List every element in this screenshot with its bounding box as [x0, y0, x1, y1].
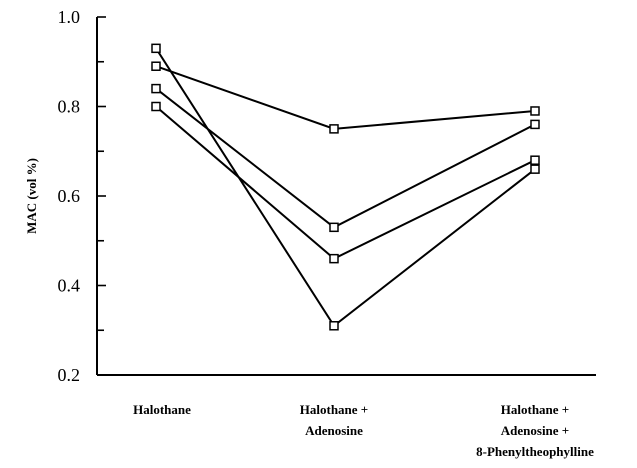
series-line: [155, 65, 536, 130]
series-3: [151, 83, 540, 233]
x-category-label: Adenosine +: [501, 423, 569, 438]
x-category-label: Halothane +: [501, 402, 569, 417]
x-category-labels: Halothane Halothane + Adenosine Halothane +…: [133, 402, 594, 459]
data-point-marker: [329, 124, 339, 134]
data-point-marker: [329, 253, 339, 264]
y-tick-label: 0.6: [58, 186, 81, 206]
data-point-marker: [151, 101, 161, 112]
y-tick-label: 0.8: [58, 97, 81, 117]
y-ticks: [97, 16, 106, 376]
y-tick-label: 0.4: [58, 276, 81, 296]
x-category-label: Halothane: [133, 402, 191, 417]
data-point-marker: [530, 119, 540, 130]
series-line: [155, 87, 536, 229]
x-category-label: 8-Phenyltheophylline: [476, 444, 594, 459]
data-series: [151, 43, 540, 331]
chart-axes: [96, 17, 596, 376]
series-1: [151, 43, 540, 331]
data-point-marker: [329, 321, 339, 331]
series-4: [151, 101, 540, 264]
x-category-label: Halothane +: [300, 402, 368, 417]
series-2: [151, 61, 540, 134]
data-point-marker: [530, 155, 540, 165]
data-point-marker: [151, 83, 161, 94]
x-category-label: Adenosine: [305, 423, 363, 438]
y-tick-label: 1.0: [58, 7, 81, 27]
series-line: [155, 105, 536, 260]
data-point-marker: [151, 43, 161, 54]
y-axis-title: MAC (vol %): [24, 158, 39, 234]
y-tick-label: 0.2: [58, 365, 81, 385]
data-point-marker: [151, 61, 161, 71]
y-tick-labels: 0.2 0.4 0.6 0.8 1.0: [58, 7, 81, 385]
data-point-marker: [530, 106, 540, 116]
data-point-marker: [530, 164, 540, 174]
data-point-marker: [329, 222, 339, 233]
